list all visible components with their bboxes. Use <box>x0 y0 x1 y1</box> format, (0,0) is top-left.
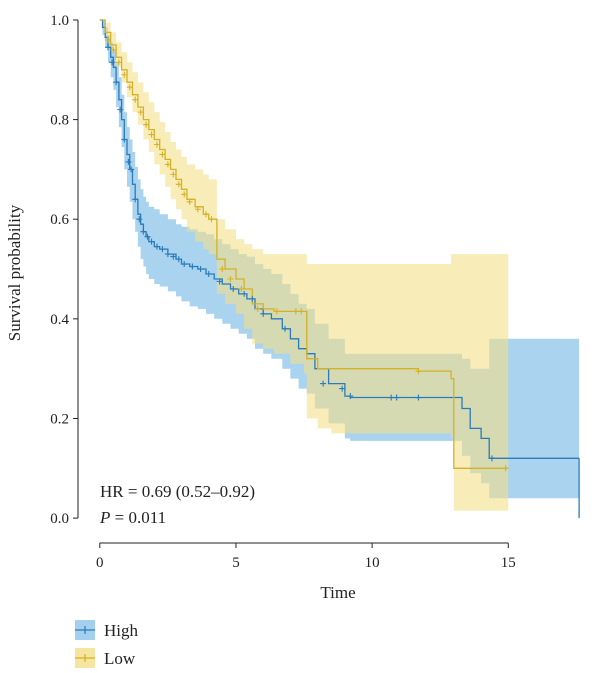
censor-mark-low <box>159 151 166 158</box>
censor-mark-low <box>292 308 299 315</box>
legend-label-high: High <box>104 621 139 640</box>
ci-band-low <box>99 20 509 511</box>
censor-mark-high <box>128 166 135 173</box>
censor-mark-low <box>219 266 226 273</box>
survival-curve-high <box>99 19 580 459</box>
censor-mark-high <box>388 394 395 401</box>
hr-annotation: HR = 0.69 (0.52–0.92) <box>100 482 255 501</box>
censor-mark-low <box>298 308 305 315</box>
y-tick-label: 1.0 <box>50 13 69 29</box>
censor-marks <box>104 36 509 472</box>
censor-mark-high <box>140 228 147 235</box>
censor-mark-high <box>109 59 116 66</box>
censor-mark-low <box>143 121 150 128</box>
censor-mark-high <box>347 393 354 400</box>
censor-mark-low <box>126 84 133 91</box>
y-tick-label: 0.2 <box>50 411 69 427</box>
censor-mark-high <box>216 278 223 285</box>
y-tick-label: 0.4 <box>50 312 69 328</box>
censor-mark-low <box>186 198 193 205</box>
censor-mark-high <box>230 285 237 292</box>
censor-mark-low <box>203 211 209 218</box>
censor-mark-high <box>159 246 166 253</box>
censor-mark-high <box>249 295 256 302</box>
censor-mark-high <box>393 394 400 401</box>
x-tick-label: 5 <box>232 555 240 571</box>
censor-mark-low <box>502 465 509 472</box>
censor-mark-low <box>137 109 144 116</box>
censor-mark-high <box>181 261 188 268</box>
censor-mark-high <box>175 256 182 263</box>
censor-mark-high <box>125 158 132 165</box>
censor-mark-high <box>148 238 155 245</box>
y-tick-label: 0.6 <box>50 212 69 228</box>
censor-mark-low <box>254 305 261 312</box>
p-label: P <box>99 508 110 527</box>
censor-mark-low <box>121 71 128 78</box>
censor-mark-high <box>320 380 327 387</box>
censor-mark-high <box>104 44 111 51</box>
censor-mark-high <box>170 253 177 260</box>
censor-mark-low <box>273 308 280 315</box>
censor-mark-high <box>339 385 346 392</box>
censor-mark-low <box>194 206 201 213</box>
y-axis-title: Survival probability <box>5 204 24 341</box>
censor-mark-low <box>175 181 182 188</box>
censor-mark-low <box>132 96 139 103</box>
x-tick-label: 0 <box>96 555 104 571</box>
censor-mark-low <box>170 171 177 178</box>
x-tick-label: 10 <box>365 555 380 571</box>
legend: High Low <box>75 620 139 668</box>
censor-mark-low <box>148 131 155 138</box>
p-value: = 0.011 <box>110 508 166 527</box>
censor-mark-low <box>227 275 234 282</box>
censor-mark-high <box>132 196 139 203</box>
y-tick-label: 0.0 <box>50 511 69 527</box>
censor-mark-high <box>113 79 120 86</box>
censor-mark-low <box>104 36 111 43</box>
p-annotation: P = 0.011 <box>99 508 166 527</box>
censor-mark-high <box>488 455 495 462</box>
legend-label-low: Low <box>104 649 136 668</box>
censor-mark-low <box>181 191 188 198</box>
censor-mark-low <box>415 368 422 375</box>
censor-mark-low <box>208 216 215 223</box>
x-ticks: 0 5 10 15 <box>96 543 516 571</box>
censor-mark-high <box>281 325 288 332</box>
y-ticks: 0.0 0.2 0.4 0.6 0.8 1.0 <box>50 13 78 527</box>
censor-mark-high <box>117 106 124 113</box>
x-tick-label: 15 <box>501 555 516 571</box>
confidence-bands <box>99 20 580 511</box>
censor-mark-high <box>197 266 204 273</box>
censor-mark-high <box>144 233 151 240</box>
censor-mark-high <box>205 271 212 278</box>
survival-curves <box>99 19 580 519</box>
censor-mark-high <box>153 243 160 250</box>
censor-mark-high <box>164 251 171 258</box>
censor-mark-high <box>260 310 267 317</box>
censor-mark-high <box>121 136 128 143</box>
censor-mark-low <box>153 141 160 148</box>
censor-mark-high <box>241 290 248 297</box>
survival-curve-low <box>99 19 509 469</box>
censor-mark-low <box>110 46 117 53</box>
censor-mark-low <box>164 161 171 168</box>
x-axis-title: Time <box>320 583 355 602</box>
censor-mark-high <box>136 216 143 223</box>
censor-mark-high <box>415 394 422 401</box>
censor-mark-low <box>238 285 245 292</box>
censor-mark-low <box>115 59 122 66</box>
y-tick-label: 0.8 <box>50 113 69 129</box>
censor-mark-high <box>189 263 196 270</box>
